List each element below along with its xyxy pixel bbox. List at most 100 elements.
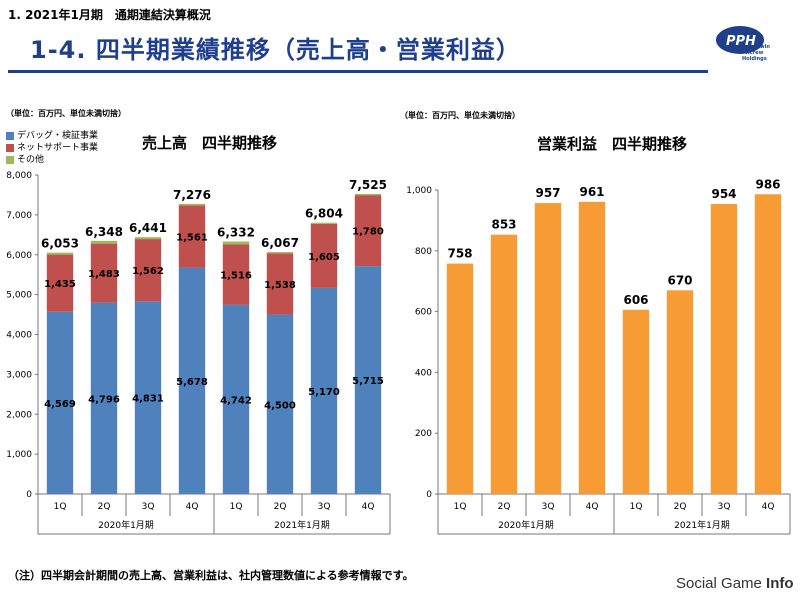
bar-total-label: 7,276 [173,188,211,202]
bar-segment [134,301,162,494]
pph-logo-icon: PPH [716,26,764,54]
y-tick-label: 1,000 [6,450,32,460]
bar-total-label: 6,067 [261,236,299,250]
bar [754,194,782,495]
bar-value-label: 986 [755,177,780,191]
legend-swatch [6,156,14,164]
bar-value-label: 670 [667,273,692,287]
x-tick-label: 2Q [274,502,287,512]
x-tick-label: 1Q [230,502,243,512]
watermark-text: Social Game [676,575,767,592]
bar-segment [134,237,162,240]
bar [710,203,738,494]
bar-value-label: 606 [623,293,648,307]
bar-segment [178,267,206,494]
bar-total-label: 6,804 [305,207,343,221]
bar-segment-label: 1,435 [44,279,76,290]
bar-segment [266,314,294,494]
x-tick-label: 4Q [186,502,199,512]
bar-segment-label: 1,516 [220,271,252,282]
profit-unit-label: （単位：百万円、単位未満切捨） [400,111,520,120]
x-tick-label: 1Q [630,502,643,512]
logo-line: Holdings [742,56,767,62]
y-tick-label: 600 [415,308,432,318]
watermark-text-bold: Info [766,575,794,592]
bar-segment-label: 4,831 [132,394,164,405]
y-tick-label: 800 [415,247,432,257]
bar-segment [310,222,338,224]
bar-total-label: 6,332 [217,226,255,240]
bar-segment-label: 4,500 [264,400,296,411]
bar-segment [310,287,338,494]
bar-segment [46,252,74,255]
x-tick-label: 2Q [98,502,111,512]
bar-segment [46,311,74,494]
sales-chart-title: 売上高 四半期推移 [142,134,278,152]
watermark: Social Game Info [676,575,794,592]
x-tick-label: 1Q [454,502,467,512]
y-tick-label: 7,000 [6,211,32,221]
legend-item: その他 [6,154,98,166]
bar-total-label: 7,525 [349,178,387,192]
legend-item: ネットサポート事業 [6,142,98,154]
bar [578,201,606,494]
bar-segment [222,304,250,494]
legend-label: ネットサポート事業 [17,143,99,153]
bar-segment [46,254,74,312]
y-tick-label: 200 [415,429,432,439]
svg-text:PPH: PPH [726,34,756,49]
bar-segment-label: 1,483 [88,269,120,280]
bar-segment [134,239,162,302]
bar-value-label: 954 [711,187,736,201]
title-divider [8,70,708,73]
bar-value-label: 853 [491,218,516,232]
y-tick-label: 6,000 [6,251,32,261]
bar-segment [90,240,118,244]
legend-label: デバッグ・検証事業 [17,131,99,141]
y-tick-label: 400 [415,368,432,378]
bar [446,263,474,494]
bar-segment-label: 5,170 [308,387,340,398]
bar-value-label: 758 [447,247,472,261]
y-tick-label: 0 [26,490,32,500]
sales-unit-label: （単位：百万円、単位未満切捨） [6,109,126,118]
bar [534,203,562,494]
y-tick-label: 1,000 [406,186,432,196]
logo-line: Poletowin [742,44,770,50]
x-tick-label: 1Q [54,502,67,512]
bar-value-label: 961 [579,185,604,199]
y-tick-label: 0 [426,490,432,500]
x-tick-label: 2Q [498,502,511,512]
x-group-label: 2020年1月期 [98,519,154,531]
footnote: （注）四半期会計期間の売上高、営業利益は、社内管理数値による参考情報です。 [8,569,414,582]
y-tick-label: 8,000 [6,171,32,181]
x-group-label: 2021年1月期 [674,519,730,531]
x-tick-label: 4Q [762,502,775,512]
bar-segment [178,205,206,268]
x-group-label: 2021年1月期 [274,519,330,531]
bar-segment-label: 5,678 [176,377,208,388]
bar-segment-label: 5,715 [352,376,384,387]
bar-value-label: 957 [535,186,560,200]
bar-segment-label: 1,780 [352,227,384,238]
y-tick-label: 3,000 [6,370,32,380]
bar-segment [178,203,206,206]
bar-total-label: 6,348 [85,225,123,239]
x-tick-label: 3Q [318,502,331,512]
bar [490,234,518,495]
bar-total-label: 6,053 [41,237,79,251]
bar-segment [266,253,294,315]
profit-chart-title: 営業利益 四半期推移 [537,135,688,153]
legend-label: その他 [17,155,45,165]
bar-segment-label: 1,562 [132,266,164,277]
legend-item: デバッグ・検証事業 [6,130,98,142]
bar-total-label: 6,441 [129,221,167,235]
x-group-label: 2020年1月期 [498,519,554,531]
x-tick-label: 3Q [718,502,731,512]
bar [622,309,650,494]
x-tick-label: 2Q [674,502,687,512]
bar-segment [354,195,382,267]
bar-segment-label: 1,538 [264,280,296,291]
bar-segment [354,266,382,494]
